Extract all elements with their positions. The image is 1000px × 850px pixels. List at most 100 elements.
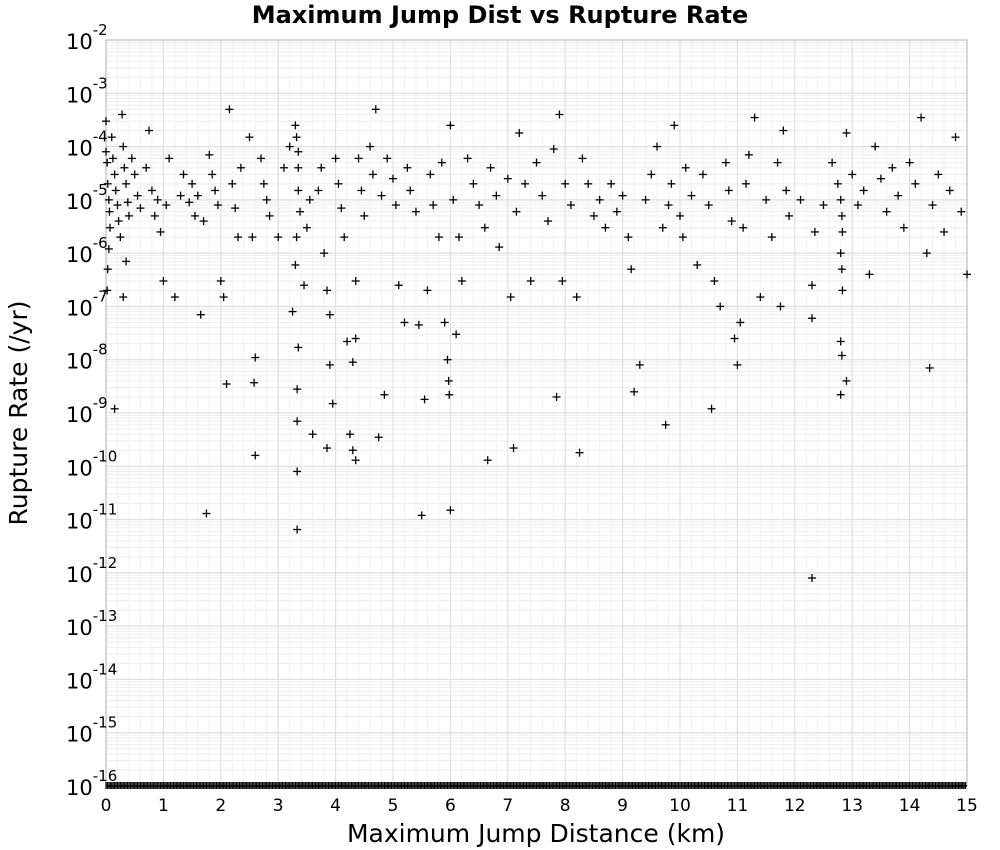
data-point — [122, 257, 131, 266]
data-point — [225, 105, 234, 114]
data-point — [391, 201, 400, 210]
data-point — [343, 337, 352, 346]
y-tick-label: 10-6 — [66, 234, 108, 267]
data-point — [782, 186, 791, 195]
data-point — [351, 334, 360, 343]
data-point — [658, 223, 667, 232]
data-point — [716, 302, 725, 311]
y-tick-label: 10-10 — [66, 447, 117, 480]
data-point — [612, 207, 621, 216]
data-point — [340, 233, 349, 242]
data-point — [446, 506, 455, 515]
data-point — [228, 179, 237, 188]
x-tick-label: 14 — [899, 796, 921, 816]
data-point — [274, 233, 283, 242]
y-tick-label: 10-5 — [66, 181, 108, 214]
data-point — [463, 154, 472, 163]
data-point — [145, 126, 154, 135]
data-point — [337, 204, 346, 213]
data-point — [452, 330, 461, 339]
data-point — [495, 243, 504, 252]
data-point — [925, 363, 934, 372]
data-point — [123, 198, 132, 207]
data-point — [245, 133, 254, 142]
data-point — [322, 286, 331, 295]
data-point — [455, 233, 464, 242]
data-point — [302, 223, 311, 232]
data-point — [383, 154, 392, 163]
data-point — [552, 392, 561, 401]
data-point — [360, 211, 369, 220]
data-point — [104, 244, 113, 253]
data-point — [357, 186, 366, 195]
data-point — [188, 179, 197, 188]
data-point — [457, 277, 466, 286]
data-point — [294, 343, 303, 352]
data-point — [150, 211, 159, 220]
data-point — [136, 204, 145, 213]
data-point — [293, 385, 302, 394]
data-point — [103, 286, 112, 295]
data-point — [288, 307, 297, 316]
data-point — [928, 201, 937, 210]
data-point — [512, 207, 521, 216]
data-point — [808, 314, 817, 323]
data-point — [661, 420, 670, 429]
data-point — [368, 170, 377, 179]
data-point — [647, 170, 656, 179]
data-point — [876, 174, 885, 183]
x-tick-label: 13 — [841, 796, 863, 816]
data-point — [107, 133, 116, 142]
data-point — [320, 249, 329, 258]
data-point — [119, 293, 128, 302]
data-point — [219, 293, 228, 302]
data-point — [434, 233, 443, 242]
x-tick-label: 0 — [101, 796, 112, 816]
data-point — [676, 211, 684, 220]
data-point — [532, 158, 541, 167]
data-point — [911, 179, 920, 188]
data-point — [366, 142, 375, 151]
data-point — [331, 154, 340, 163]
data-point — [810, 227, 819, 236]
data-point — [328, 399, 337, 408]
data-point — [888, 163, 897, 172]
data-point — [444, 376, 453, 385]
y-tick-label: 10-11 — [66, 501, 117, 534]
data-point — [133, 191, 142, 200]
data-point — [693, 260, 702, 269]
data-point — [733, 360, 742, 369]
data-point — [120, 163, 129, 172]
data-point — [727, 217, 736, 226]
data-point — [773, 158, 782, 167]
data-point — [492, 191, 501, 200]
data-point — [440, 318, 449, 327]
x-tick-label: 7 — [502, 796, 513, 816]
data-point — [687, 191, 696, 200]
data-point — [423, 286, 432, 295]
data-point — [294, 147, 303, 156]
data-point — [607, 179, 616, 188]
data-point — [374, 433, 383, 442]
data-point — [838, 227, 847, 236]
data-point — [776, 302, 785, 311]
data-point — [279, 163, 288, 172]
data-point — [767, 233, 776, 242]
data-point — [170, 293, 179, 302]
data-point — [251, 353, 260, 362]
data-point — [124, 211, 133, 220]
data-point — [130, 170, 139, 179]
y-tick-label: 10-12 — [66, 554, 117, 587]
data-point — [389, 174, 397, 183]
data-point — [437, 158, 446, 167]
data-point — [103, 158, 112, 167]
data-point — [293, 467, 302, 476]
x-tick-labels: 0 1 2 3 4 5 6 7 8 9 10 11 12 13 14 15 — [101, 796, 978, 816]
data-point — [575, 448, 584, 457]
data-point — [293, 525, 302, 534]
data-point — [400, 318, 409, 327]
data-point — [116, 233, 125, 242]
data-point — [262, 195, 271, 204]
data-point — [940, 227, 949, 236]
